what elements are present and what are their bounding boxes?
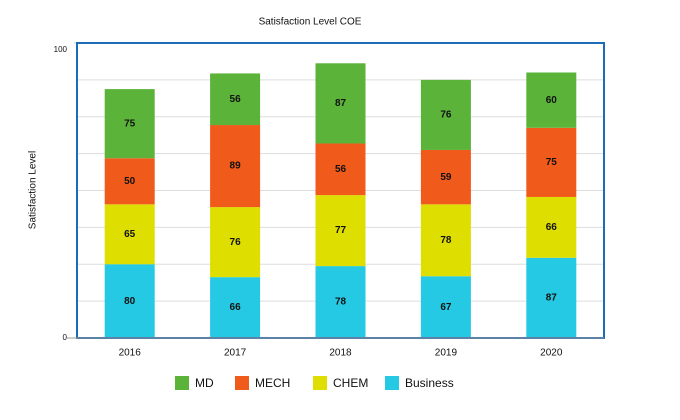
legend-swatch xyxy=(385,376,399,390)
data-label: 80 xyxy=(124,296,136,307)
bar-segment xyxy=(315,266,366,338)
bar-segment xyxy=(210,207,261,278)
data-label: 78 xyxy=(440,235,452,246)
data-label: 50 xyxy=(124,176,136,187)
bar-segment xyxy=(526,196,577,258)
data-label: 75 xyxy=(546,157,558,168)
bar-segment xyxy=(104,89,155,159)
legend-label: MECH xyxy=(255,376,290,390)
bar-segment xyxy=(104,264,155,338)
legend-label: Business xyxy=(405,376,454,390)
x-tick-label: 2017 xyxy=(224,348,247,359)
legend-swatch xyxy=(313,376,327,390)
x-tick-label: 2018 xyxy=(329,348,352,359)
data-label: 87 xyxy=(335,98,347,109)
bar-segment xyxy=(315,195,366,267)
bar-segment xyxy=(315,63,366,144)
data-label: 67 xyxy=(440,302,452,313)
data-label: 65 xyxy=(124,229,136,240)
legend-label: MD xyxy=(195,376,214,390)
legend-swatch xyxy=(175,376,189,390)
data-label: 89 xyxy=(230,161,242,172)
bar-segment xyxy=(420,276,471,338)
data-label: 78 xyxy=(335,297,347,308)
bar-segment xyxy=(526,72,577,128)
bar-segment xyxy=(526,127,577,197)
bar-segment xyxy=(210,73,261,126)
data-label: 66 xyxy=(230,302,242,313)
data-label: 56 xyxy=(335,164,347,175)
bar-segment xyxy=(420,149,471,205)
bar-segment xyxy=(420,204,471,277)
data-label: 75 xyxy=(124,118,136,129)
bar-segment xyxy=(210,125,261,208)
chart-title: Satisfaction Level COE xyxy=(259,17,362,28)
data-label: 59 xyxy=(440,172,452,183)
legend-label: CHEM xyxy=(333,376,368,390)
bar-segment xyxy=(210,277,261,338)
data-label: 66 xyxy=(546,222,558,233)
bar-segment xyxy=(526,257,577,338)
y-axis-label: Satisfaction Level xyxy=(28,151,39,229)
data-label: 60 xyxy=(546,95,558,106)
bar-segment xyxy=(104,158,155,205)
x-tick-label: 2019 xyxy=(435,348,458,359)
legend-swatch xyxy=(235,376,249,390)
bar-segment xyxy=(104,204,155,265)
y-tick-label: 100 xyxy=(54,45,68,54)
bar-segment xyxy=(315,143,366,196)
data-label: 77 xyxy=(335,225,347,236)
x-tick-label: 2016 xyxy=(119,348,142,359)
data-label: 87 xyxy=(546,293,558,304)
data-label: 56 xyxy=(230,94,242,105)
data-label: 76 xyxy=(230,237,242,248)
x-tick-label: 2020 xyxy=(540,348,563,359)
bar-segment xyxy=(420,79,471,150)
data-label: 76 xyxy=(440,110,452,121)
y-tick-label: 0 xyxy=(63,333,68,342)
